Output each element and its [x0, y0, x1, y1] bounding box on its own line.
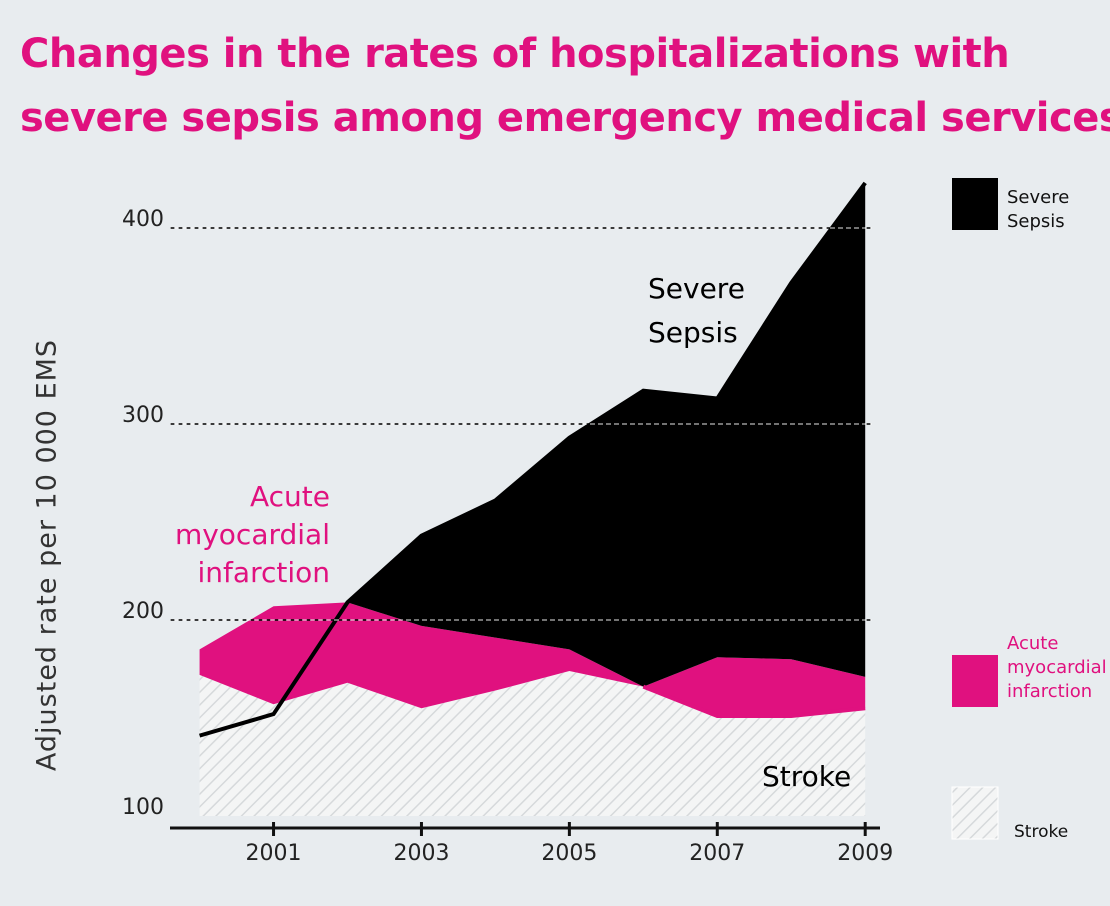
chart-title-line-1: Changes in the rates of hospitalizations… — [20, 31, 1010, 77]
annotation-ami-2: myocardial — [175, 518, 330, 551]
y-tick-label-200: 200 — [122, 599, 164, 624]
annotation-ami-1: Acute — [250, 480, 330, 513]
x-tick-label-2001: 2001 — [246, 841, 302, 866]
annotation-stroke: Stroke — [762, 760, 851, 793]
legend: Severe Sepsis Acute myocardial infarction Str… — [951, 178, 1107, 842]
sepsis-line — [199, 181, 867, 738]
x-tick-label-2003: 2003 — [393, 841, 449, 866]
y-tick-label-400: 400 — [122, 207, 164, 232]
y-tick-label-300: 300 — [122, 403, 164, 428]
legend-swatch-ami — [952, 655, 998, 707]
legend-label-ami-2: myocardial — [1007, 657, 1107, 678]
chart-title: Changes in the rates of hospitalizations… — [20, 22, 1110, 150]
legend-label-sepsis-1: Severe — [1007, 187, 1069, 208]
gridlines: 100 200 300 400 — [122, 207, 872, 820]
legend-label-ami-1: Acute — [1007, 633, 1058, 654]
legend-swatch-stroke — [951, 786, 999, 840]
annotation-sepsis-1: Severe — [648, 272, 745, 305]
plot-area — [199, 181, 867, 816]
legend-label-sepsis-2: Sepsis — [1007, 211, 1065, 232]
x-tick-label-2009: 2009 — [837, 841, 893, 866]
ami-area — [199, 602, 866, 717]
legend-label-ami-3: infarction — [1007, 681, 1092, 702]
annotation-sepsis-2: Sepsis — [648, 316, 738, 349]
x-tick-label-2007: 2007 — [689, 841, 745, 866]
annotation-ami-3: infarction — [198, 556, 330, 589]
sepsis-area — [347, 182, 866, 687]
x-axis: 2001 2003 2005 2007 2009 — [170, 822, 893, 866]
chart-title-line-2: severe sepsis among emergency medical se… — [20, 95, 1110, 141]
y-tick-label-100: 100 — [122, 795, 164, 820]
annotations: Severe Sepsis Acute myocardial infarction Str… — [175, 272, 851, 793]
ami-line — [642, 684, 866, 719]
legend-swatch-sepsis — [952, 178, 998, 230]
legend-label-stroke: Stroke — [1014, 822, 1068, 842]
x-tick-label-2005: 2005 — [541, 841, 597, 866]
